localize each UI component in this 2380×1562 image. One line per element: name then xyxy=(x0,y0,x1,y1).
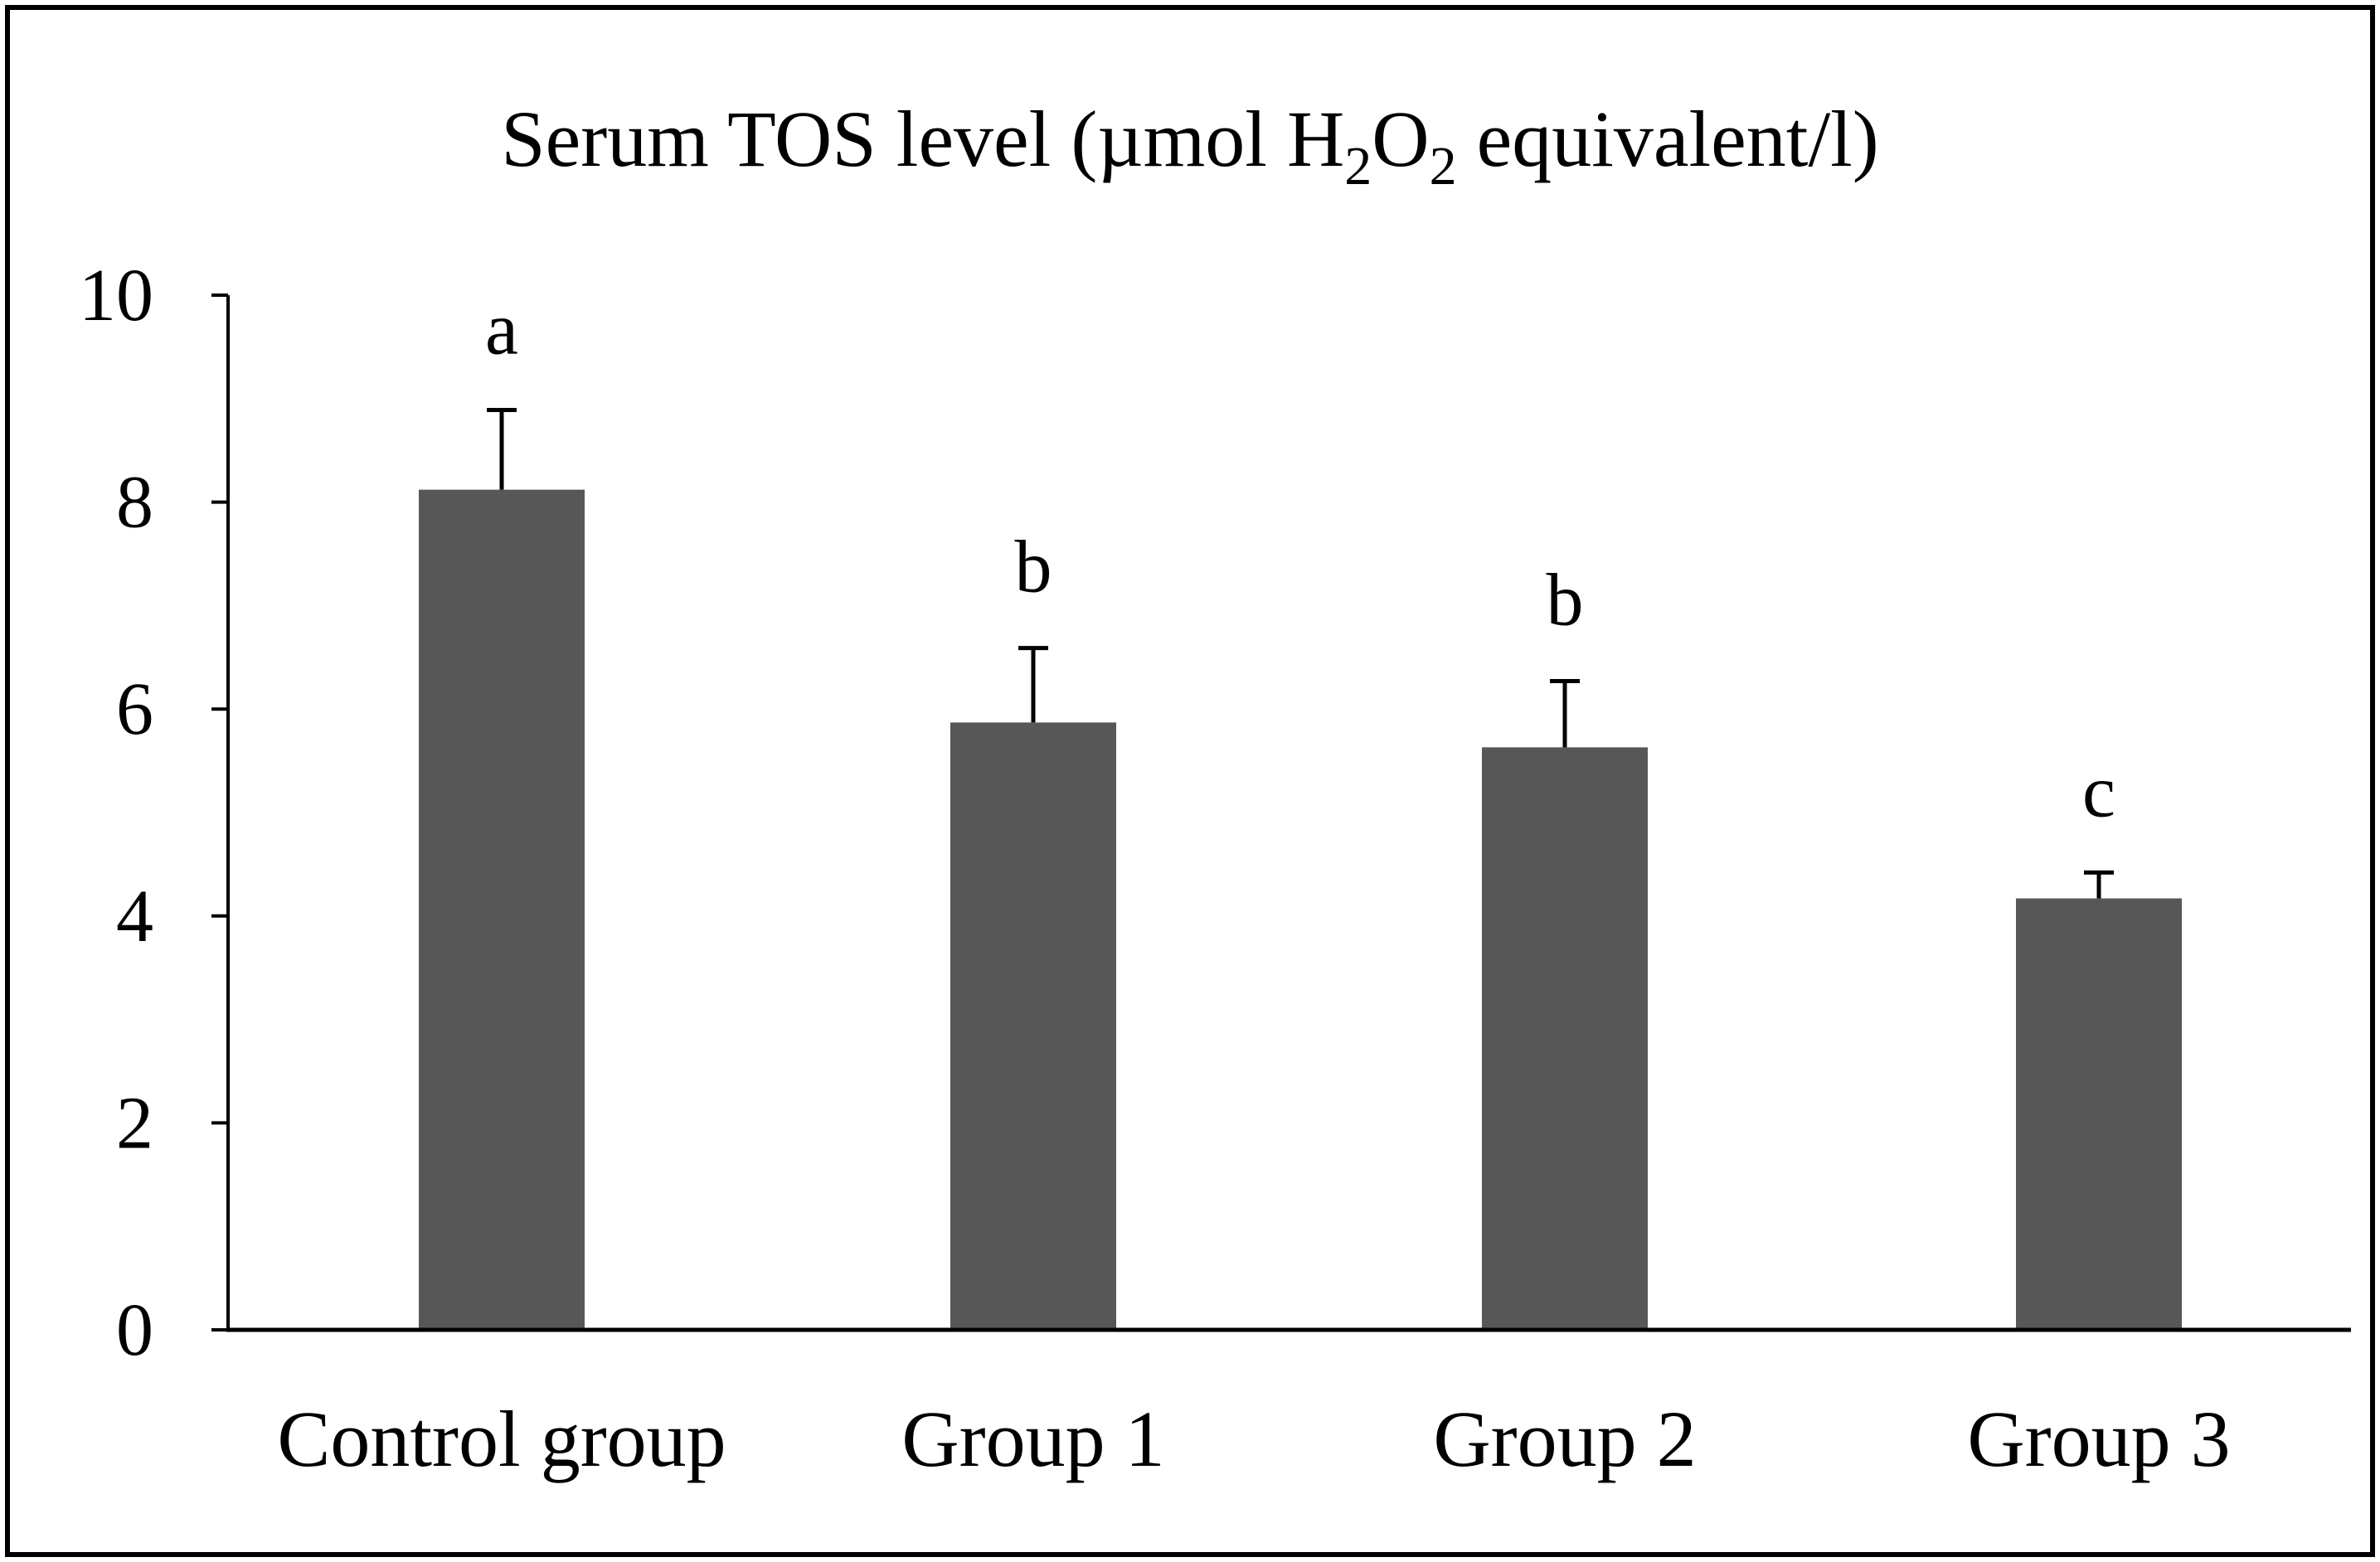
x-tick-label-2: Group 1 xyxy=(901,1395,1164,1483)
y-tick-label-0: 0 xyxy=(116,1289,153,1371)
bar-3 xyxy=(1482,747,1648,1330)
y-tick-label-8: 8 xyxy=(116,462,153,544)
significance-label-2: b xyxy=(1015,526,1052,609)
significance-label-4: c xyxy=(2082,750,2115,832)
y-tick-label-10: 10 xyxy=(79,255,153,337)
bar-1 xyxy=(419,489,585,1330)
bar-4 xyxy=(2016,898,2182,1330)
y-tick-label-4: 4 xyxy=(116,876,153,958)
significance-label-3: b xyxy=(1547,560,1584,642)
plot-area: a Control group b Group 1 b Group 2 c Group 3 0 2… xyxy=(79,255,2351,1483)
chart-title: Serum TOS level (µmol H2O2 equivalent/l) xyxy=(501,95,1879,196)
y-tick-label-2: 2 xyxy=(116,1082,153,1164)
y-tick-label-6: 6 xyxy=(116,668,153,750)
x-tick-label-1: Control group xyxy=(277,1395,726,1483)
bar-2 xyxy=(950,722,1116,1330)
figure-frame xyxy=(5,5,2375,1557)
significance-label-1: a xyxy=(485,289,518,371)
x-tick-label-3: Group 2 xyxy=(1433,1395,1696,1483)
x-tick-label-4: Group 3 xyxy=(1967,1395,2230,1483)
